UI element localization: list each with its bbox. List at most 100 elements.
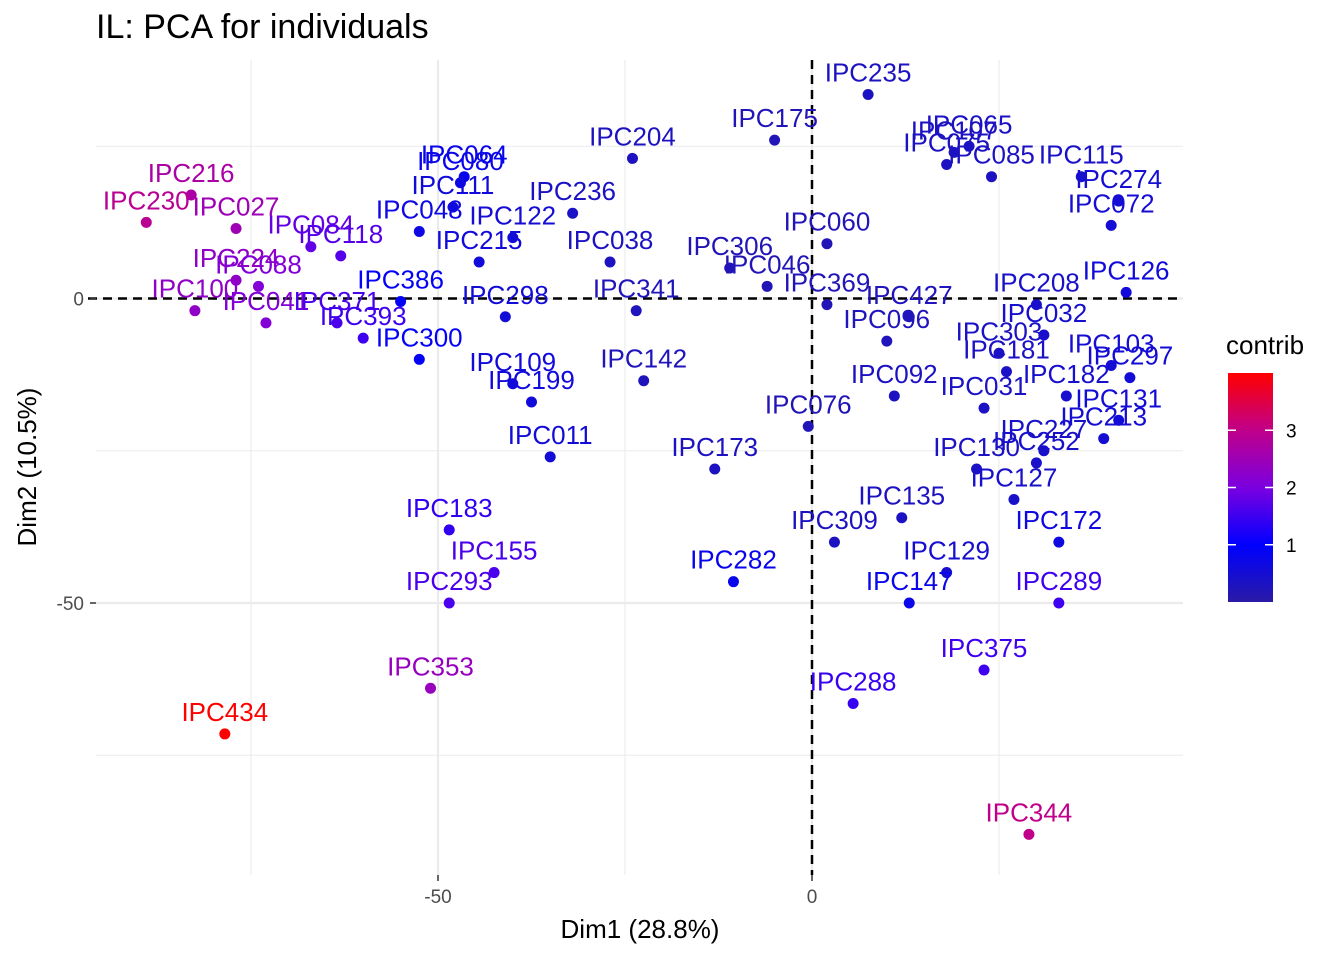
data-point: [821, 238, 833, 250]
data-point: [413, 353, 425, 365]
point-label: IPC204: [589, 121, 676, 151]
data-point: [769, 134, 781, 146]
point-label: IPC032: [1001, 298, 1088, 328]
data-point: [761, 280, 773, 292]
data-point: [978, 664, 990, 676]
data-point: [903, 311, 915, 323]
point-label: IPC065: [926, 109, 1013, 139]
point-label: IPC375: [941, 633, 1028, 663]
point-label: IPC129: [903, 536, 990, 566]
point-label: IPC235: [825, 57, 912, 87]
point-label: IPC046: [724, 249, 811, 279]
point-label: IPC303: [956, 316, 1043, 346]
point-label: IPC369: [784, 268, 871, 298]
data-point: [567, 207, 579, 219]
data-point: [252, 280, 264, 292]
data-point: [140, 216, 152, 228]
point-label: IPC224: [193, 243, 280, 273]
chart-title: IL: PCA for individuals: [96, 8, 429, 46]
data-point: [454, 177, 466, 189]
point-label: IPC386: [357, 265, 444, 295]
point-label: IPC155: [451, 536, 538, 566]
data-point: [499, 311, 511, 323]
data-point: [1060, 390, 1072, 402]
data-point: [638, 375, 650, 387]
data-point: [1023, 828, 1035, 840]
data-point: [971, 463, 983, 475]
point-label: IPC252: [993, 426, 1080, 456]
x-tick-label: 0: [807, 887, 818, 908]
point-label: IPC080: [417, 146, 504, 176]
data-point: [986, 171, 998, 183]
data-point: [888, 390, 900, 402]
point-label: IPC076: [765, 389, 852, 419]
point-label: IPC227: [1001, 414, 1088, 444]
point-label: IPC041: [223, 286, 310, 316]
data-point: [1105, 359, 1117, 371]
data-point: [189, 305, 201, 317]
point-label: IPC175: [731, 103, 818, 133]
data-point: [544, 451, 556, 463]
point-label: IPC096: [843, 304, 930, 334]
data-point: [357, 332, 369, 344]
data-point: [185, 189, 197, 201]
data-point: [1030, 299, 1042, 311]
point-label: IPC111: [412, 170, 495, 200]
data-point: [473, 256, 485, 268]
data-point: [230, 222, 242, 234]
point-label: IPC064: [421, 140, 508, 170]
data-points: [140, 88, 1136, 840]
point-label: IPC230: [103, 185, 190, 215]
legend-tick-label: 1: [1286, 536, 1297, 557]
data-point: [507, 232, 519, 244]
point-label: IPC072: [1068, 188, 1155, 218]
x-axis-title: Dim1 (28.8%): [561, 914, 720, 944]
point-label: IPC107: [911, 115, 998, 145]
data-point: [1053, 536, 1065, 548]
data-point: [219, 728, 231, 740]
data-point: [802, 420, 814, 432]
point-label: IPC075: [903, 128, 990, 158]
point-label: IPC060: [784, 207, 871, 237]
axis-ticks: -50 0 0 -50: [57, 290, 818, 909]
data-point: [1075, 171, 1087, 183]
data-point: [941, 567, 953, 579]
data-point: [941, 159, 953, 171]
data-point: [727, 576, 739, 588]
data-point: [1000, 366, 1012, 378]
point-label: IPC038: [567, 225, 654, 255]
point-label: IPC297: [1087, 341, 1174, 371]
point-label: IPC215: [436, 225, 523, 255]
point-label: IPC393: [320, 301, 407, 331]
data-point: [1030, 457, 1042, 469]
point-label: IPC085: [948, 140, 1035, 170]
point-label: IPC127: [971, 462, 1058, 492]
point-label: IPC130: [933, 432, 1020, 462]
point-label: IPC182: [1023, 359, 1110, 389]
point-label: IPC181: [963, 335, 1050, 365]
point-label: IPC353: [387, 651, 474, 681]
data-point: [1124, 372, 1136, 384]
legend-ticks: 1 2 3: [1228, 421, 1297, 557]
data-point: [993, 347, 1005, 359]
data-point: [1038, 445, 1050, 457]
point-label: IPC309: [791, 505, 878, 535]
legend-title: contrib: [1226, 330, 1304, 360]
data-point: [1053, 597, 1065, 609]
data-point: [963, 140, 975, 152]
point-label: IPC115: [1039, 140, 1124, 170]
point-label: IPC118: [298, 219, 383, 249]
point-label: IPC147: [866, 566, 953, 596]
data-point: [903, 597, 915, 609]
point-label: IPC172: [1015, 505, 1102, 535]
data-point: [447, 201, 459, 213]
point-label: IPC216: [148, 158, 235, 188]
data-point: [335, 250, 347, 262]
point-label: IPC427: [866, 280, 953, 310]
point-label: IPC282: [690, 545, 777, 575]
y-axis-title: Dim2 (10.5%): [12, 388, 42, 547]
point-label: IPC289: [1015, 566, 1102, 596]
data-point: [526, 396, 537, 408]
data-point: [1008, 493, 1020, 505]
